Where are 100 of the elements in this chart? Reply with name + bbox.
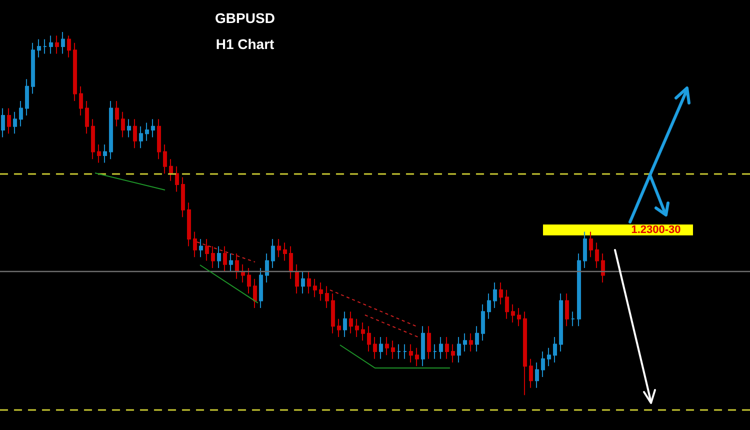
candlestick [415, 347, 419, 367]
candlestick [307, 271, 311, 294]
candlestick [403, 344, 407, 360]
candlestick [205, 238, 209, 262]
candlestick [235, 252, 239, 280]
candlestick [19, 100, 23, 127]
candlestick [337, 318, 341, 338]
chart-subtitle: H1 Chart [216, 36, 275, 52]
candlestick [157, 118, 161, 160]
candlestick [505, 289, 509, 320]
candlestick [247, 268, 251, 294]
candlestick [361, 322, 365, 342]
candlestick [571, 311, 575, 327]
candlestick [535, 362, 539, 388]
candlestick [319, 282, 323, 302]
candlestick [547, 347, 551, 367]
candlestick [31, 42, 35, 94]
candlestick [595, 242, 599, 269]
candlestick [55, 35, 59, 54]
candlestick [121, 111, 125, 138]
candlestick [481, 304, 485, 342]
candlestick [439, 336, 443, 360]
candlestick [127, 118, 131, 138]
candlestick [325, 286, 329, 308]
candlestick [409, 344, 413, 363]
candlestick [67, 35, 71, 58]
candlestick [97, 144, 101, 164]
candlestick [79, 86, 83, 116]
candlestick [421, 326, 425, 367]
candlestick [529, 358, 533, 388]
candlestick [289, 246, 293, 280]
candlestick [241, 264, 245, 284]
candlestick [559, 292, 563, 352]
candlestick [469, 332, 473, 352]
candlestick [427, 326, 431, 360]
candlestick [493, 282, 497, 308]
candlestick [499, 282, 503, 305]
candlestick [145, 122, 149, 142]
candlestick [277, 238, 281, 258]
candlestick [133, 118, 137, 149]
candlestick [115, 100, 119, 127]
candlestick [463, 332, 467, 352]
candlestick [259, 268, 263, 308]
candlestick [295, 264, 299, 294]
candlestick [169, 158, 173, 182]
candlestick [223, 246, 227, 272]
candlestick [313, 278, 317, 298]
candlestick [283, 242, 287, 262]
candlestick [271, 238, 275, 269]
candlestick [43, 38, 47, 54]
candlestick [139, 126, 143, 149]
candlestick [343, 311, 347, 338]
candlestick [451, 344, 455, 363]
candlestick [355, 318, 359, 338]
candlestick [301, 271, 305, 294]
candlestick [553, 336, 557, 363]
candlestick [475, 326, 479, 352]
candlestick [187, 202, 191, 247]
candlestick [49, 35, 53, 54]
candlestick [265, 252, 269, 284]
candlestick [193, 231, 197, 258]
candlestick [331, 292, 335, 334]
candlestick [373, 336, 377, 360]
candlestick [487, 292, 491, 320]
candlestick [583, 231, 587, 269]
candlestick [1, 108, 5, 138]
candlestick [175, 166, 179, 192]
candlestick [217, 246, 221, 269]
band-label: 1.2300-30 [631, 224, 681, 236]
candlestick [61, 31, 65, 54]
candlestick [385, 336, 389, 356]
candlestick [433, 344, 437, 360]
candlestick [253, 278, 257, 308]
candlestick [541, 351, 545, 378]
candlestick [85, 100, 89, 134]
candlestick [577, 252, 581, 327]
candlestick [91, 118, 95, 160]
candlestick [181, 176, 185, 218]
candlestick [211, 246, 215, 269]
candlestick [349, 311, 353, 334]
candlestick [601, 252, 605, 284]
candlestick [391, 340, 395, 360]
candlestick [229, 252, 233, 272]
candlestick [511, 304, 515, 323]
candlestick [73, 42, 77, 102]
candlestick [7, 108, 11, 134]
candlestick [109, 100, 113, 160]
candlestick [13, 111, 17, 134]
candlestick [163, 144, 167, 174]
candlestick [103, 144, 107, 164]
candlestick [517, 307, 521, 327]
candlestick [367, 326, 371, 352]
candlestick [565, 292, 569, 327]
candlestick [589, 231, 593, 258]
candlestick [397, 344, 401, 360]
candlestick [199, 238, 203, 258]
candlestick [523, 311, 527, 396]
candlestick [379, 336, 383, 360]
candlestick [37, 38, 41, 58]
candlestick [445, 336, 449, 360]
